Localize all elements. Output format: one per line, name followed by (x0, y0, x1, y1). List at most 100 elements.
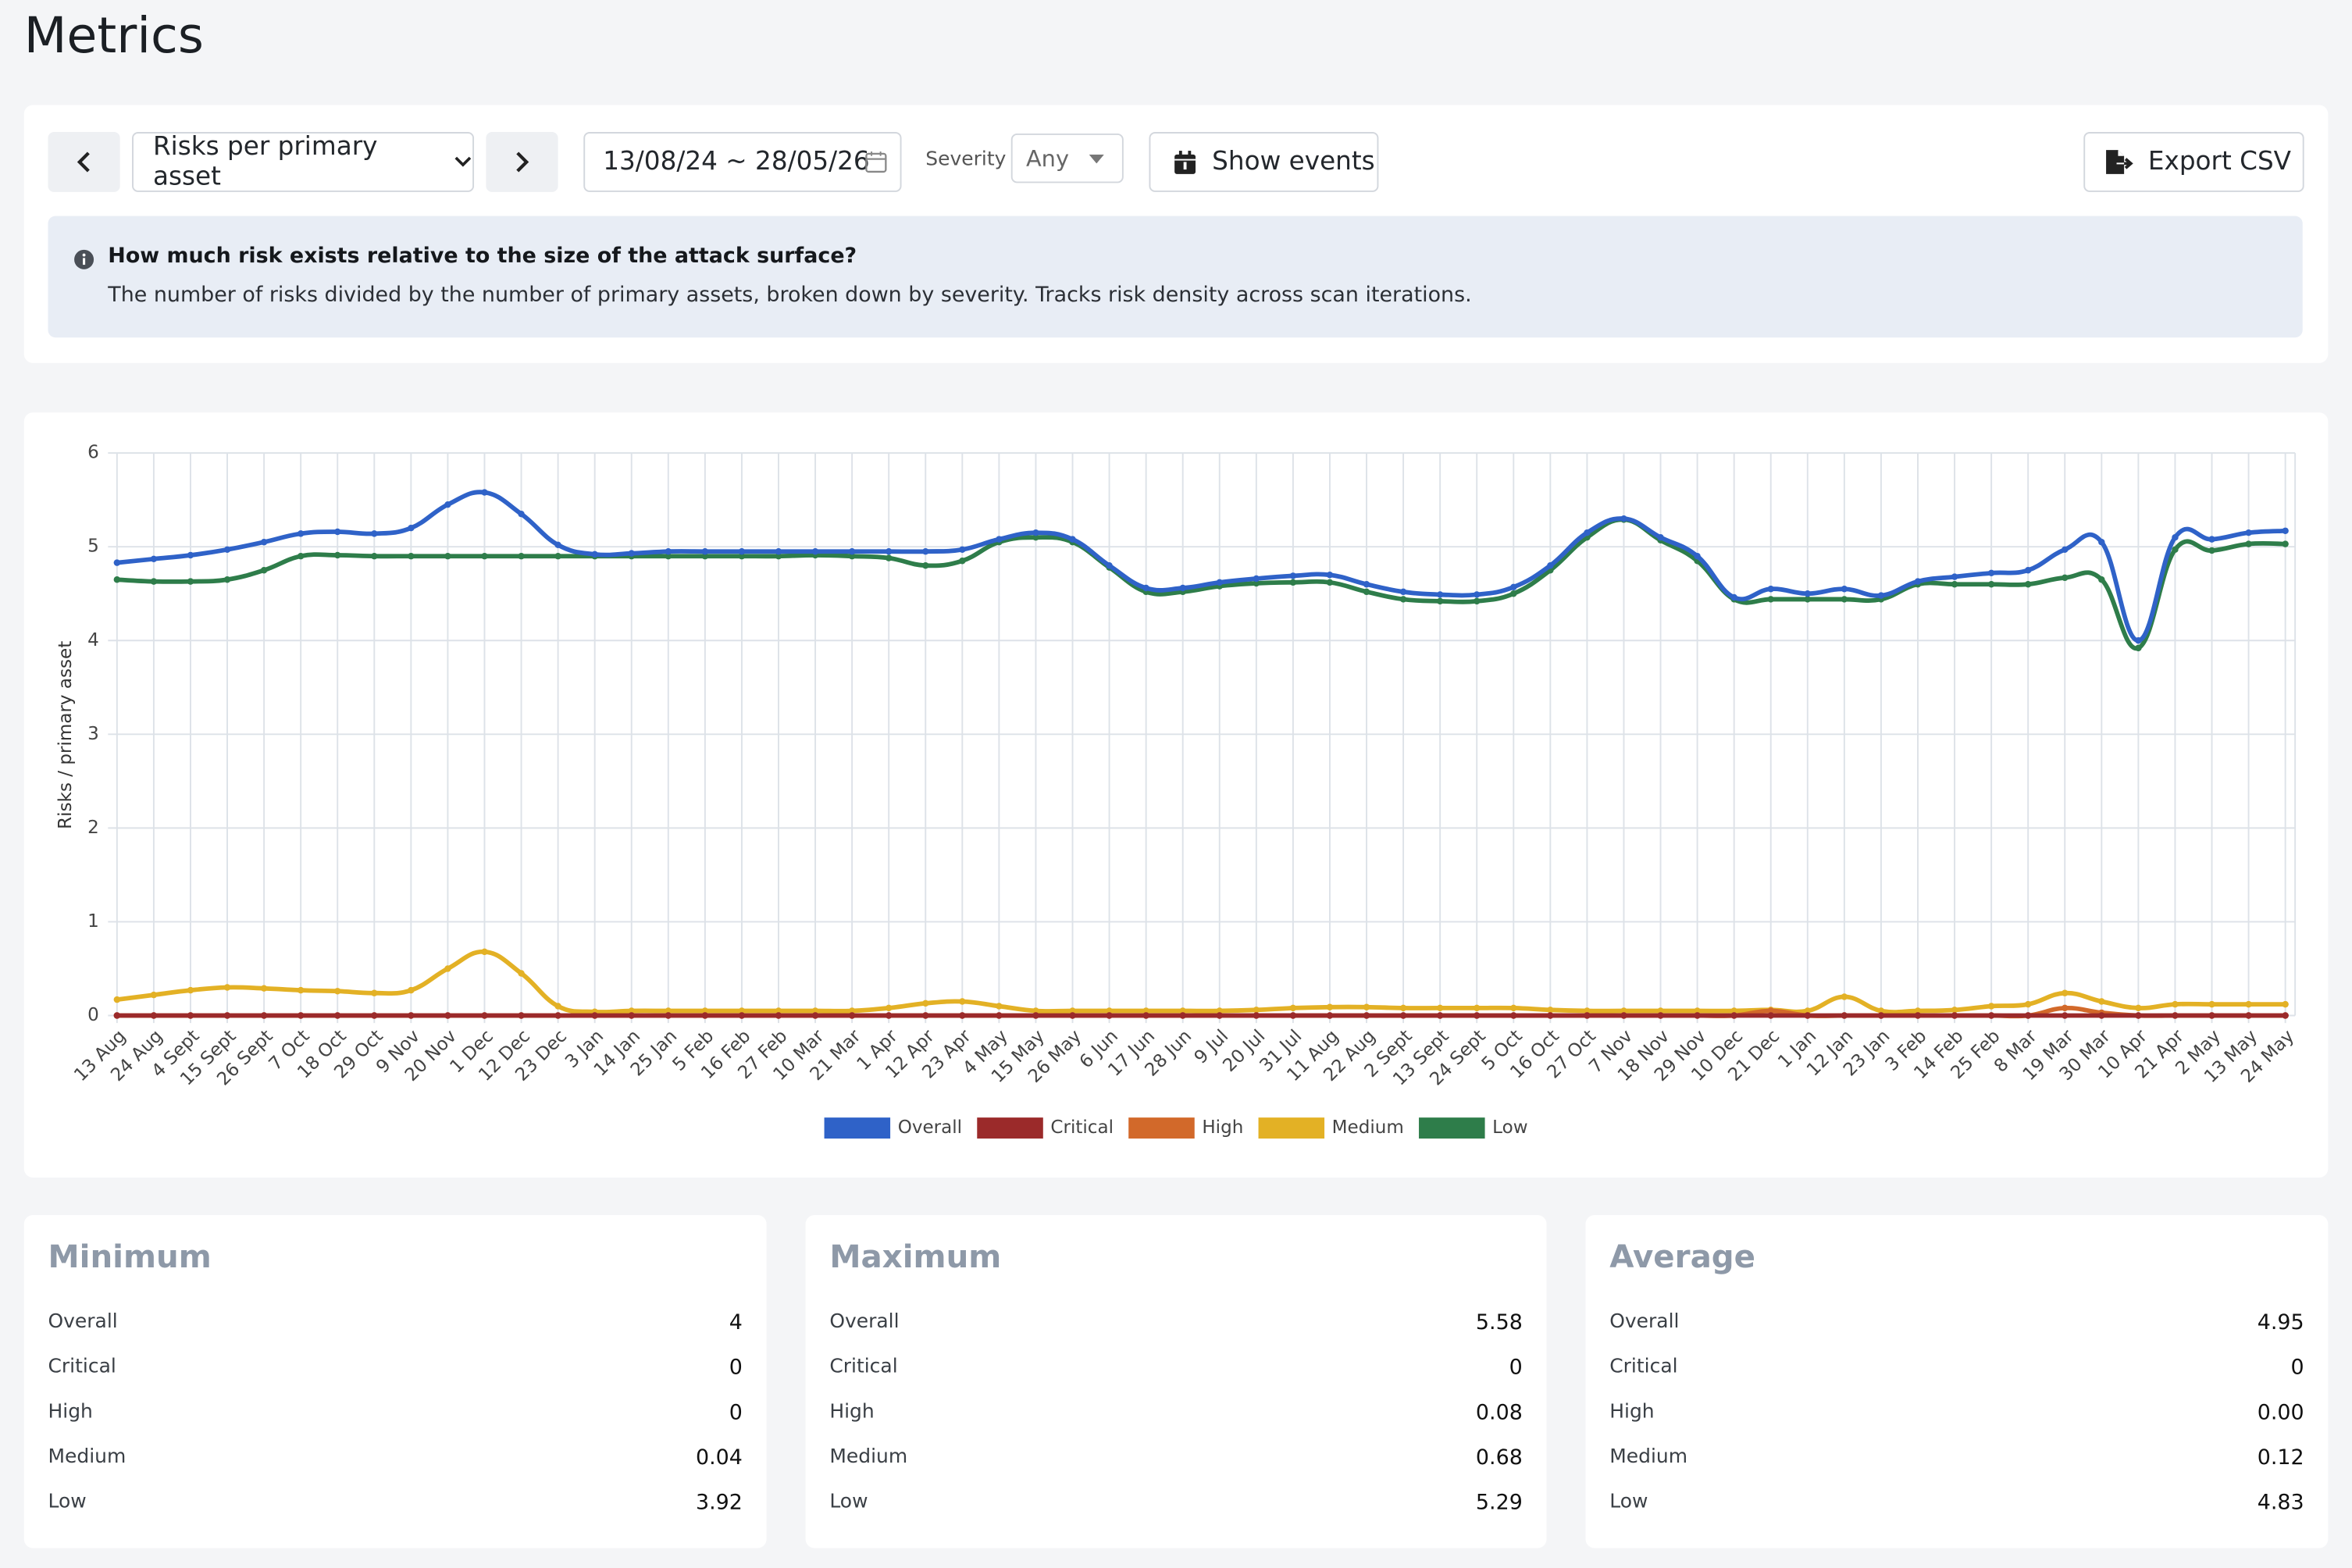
data-point (2135, 1012, 2142, 1019)
data-point (2245, 1000, 2252, 1008)
stat-row: High 0.00 (1609, 1401, 2304, 1425)
data-point (1436, 1012, 1444, 1019)
show-events-button[interactable]: Show events (1149, 132, 1379, 192)
stat-label: Overall (48, 1310, 118, 1334)
data-point (1914, 578, 1922, 585)
data-point (1253, 1007, 1260, 1014)
data-point (1584, 1007, 1591, 1014)
stat-row: Low 4.83 (1609, 1491, 2304, 1515)
data-point (1730, 1012, 1737, 1019)
data-point (2208, 1000, 2215, 1008)
next-button[interactable] (486, 132, 558, 192)
data-point (1730, 593, 1737, 601)
data-point (297, 530, 305, 537)
stat-label: High (1609, 1401, 1655, 1424)
data-point (1767, 596, 1774, 603)
export-csv-button[interactable]: Export CSV (2083, 132, 2304, 192)
chevron-down-icon (454, 156, 471, 167)
data-point (1399, 588, 1407, 596)
calendar-icon (865, 151, 887, 173)
data-point (591, 551, 598, 558)
data-point (701, 552, 709, 560)
data-point (1326, 1012, 1334, 1019)
data-point (1032, 529, 1039, 536)
data-point (665, 552, 672, 560)
data-point (811, 1012, 819, 1019)
data-point (1694, 1007, 1701, 1014)
stat-label: High (48, 1401, 93, 1424)
data-point (1473, 1004, 1481, 1012)
data-point (738, 1012, 746, 1019)
data-point (1657, 533, 1664, 541)
stat-label: Low (48, 1491, 87, 1514)
data-point (371, 552, 378, 560)
legend-label: Critical (1050, 1117, 1114, 1138)
info-icon (74, 249, 94, 269)
data-point (2135, 637, 2142, 644)
data-point (2062, 574, 2069, 582)
stat-row: Medium 0.04 (48, 1446, 742, 1470)
date-range-input[interactable]: 13/08/24 ~ 28/05/26 (583, 132, 902, 192)
series-line (116, 490, 2286, 643)
data-point (1841, 993, 1848, 1000)
metric-select[interactable]: Risks per primary asset (132, 132, 475, 192)
caret-icon (1089, 153, 1104, 163)
stat-title: Maximum (829, 1238, 1002, 1275)
data-point (628, 550, 635, 557)
data-point (2062, 989, 2069, 996)
data-point (959, 557, 966, 565)
data-point (1987, 1003, 1995, 1010)
data-point (2062, 546, 2069, 554)
data-point (1510, 1004, 1517, 1012)
stat-label: Low (829, 1491, 868, 1514)
data-point (1436, 591, 1444, 598)
data-point (1620, 1007, 1627, 1014)
data-point (1767, 1012, 1774, 1019)
x-tick-label: 20 Jul (1219, 1026, 1269, 1076)
data-point (2172, 1012, 2179, 1019)
prev-button[interactable] (48, 132, 120, 192)
stat-value: 0 (729, 1356, 743, 1381)
data-point (1179, 1012, 1186, 1019)
data-point (959, 546, 966, 554)
data-point (775, 552, 782, 560)
data-point (2172, 546, 2179, 554)
y-tick-label: 1 (87, 911, 99, 932)
stat-row: Critical 0 (1609, 1356, 2304, 1381)
data-point (628, 1012, 635, 1019)
data-point (885, 547, 893, 555)
data-point (1142, 584, 1149, 592)
data-point (665, 1012, 672, 1019)
stat-value: 5.58 (1475, 1310, 1523, 1335)
data-point (775, 547, 782, 555)
data-point (996, 1003, 1003, 1010)
data-point (1399, 596, 1407, 603)
data-point (260, 985, 268, 992)
data-point (1951, 1007, 1958, 1014)
stat-card: Maximum Overall 5.58 Critical 0 High 0.08 Mediu… (805, 1215, 1547, 1548)
info-box: How much risk exists relative to the siz… (48, 216, 2303, 338)
severity-select[interactable]: Any (1010, 133, 1124, 184)
data-point (1216, 1007, 1223, 1014)
legend-label: Low (1492, 1117, 1527, 1138)
data-point (1399, 1004, 1407, 1012)
data-point (150, 555, 158, 563)
stat-row: Medium 0.12 (1609, 1446, 2304, 1470)
data-point (371, 1012, 378, 1019)
data-point (1363, 1003, 1370, 1010)
data-point (811, 1007, 819, 1014)
data-point (518, 970, 525, 977)
data-point (2135, 644, 2142, 652)
data-point (1877, 1012, 1885, 1019)
stat-value: 0.12 (2257, 1445, 2304, 1470)
stat-label: Critical (1609, 1356, 1678, 1379)
data-point (444, 1012, 451, 1019)
stat-row: High 0 (48, 1401, 742, 1425)
data-point (1363, 1012, 1370, 1019)
stat-value: 4.95 (2257, 1310, 2304, 1335)
data-point (1473, 597, 1481, 605)
severity-label: Severity (925, 148, 1007, 171)
data-point (1584, 1012, 1591, 1019)
